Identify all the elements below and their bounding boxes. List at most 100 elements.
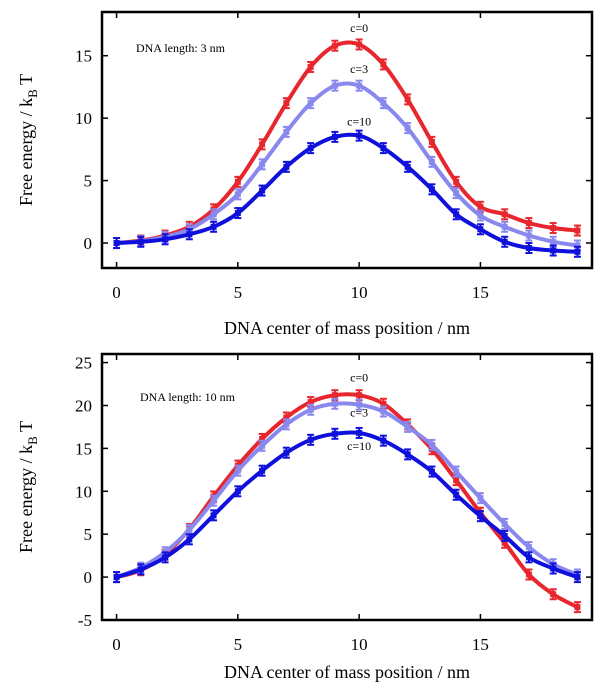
chart-panel-bottom: 0 5 10 15 -5 0 5 10 15 20 25 c=0 c=3 c=10 DNA length…	[16, 352, 594, 682]
data-point	[452, 465, 460, 478]
x-axis-title: DNA center of mass position / nm	[224, 318, 470, 338]
data-point	[379, 97, 387, 110]
data-point	[258, 464, 266, 477]
data-point	[331, 397, 339, 410]
series-label: c=0	[350, 370, 368, 384]
data-point	[307, 433, 315, 446]
data-point	[210, 494, 218, 507]
y-axis-title-main: Free energy / k	[16, 445, 36, 553]
data-point	[234, 175, 242, 188]
series-line	[116, 132, 578, 254]
y-tick-label: 0	[84, 568, 93, 587]
data-point	[258, 184, 266, 197]
annotation-dna-length: DNA length: 10 nm	[140, 390, 236, 404]
y-tick-label: 10	[75, 109, 92, 128]
data-point	[501, 235, 509, 248]
data-point	[258, 138, 266, 151]
data-point	[137, 235, 145, 248]
data-point	[525, 217, 533, 230]
series-line	[115, 401, 579, 579]
data-point	[307, 403, 315, 416]
series-line	[116, 40, 578, 245]
data-point	[234, 485, 242, 498]
y-tick-label: 0	[84, 234, 93, 253]
data-point	[331, 39, 339, 52]
data-point	[185, 228, 193, 241]
data-point	[452, 187, 460, 200]
annotation-dna-length: DNA length: 3 nm	[136, 41, 226, 55]
data-point	[573, 601, 581, 614]
x-tick-label: 15	[472, 635, 489, 654]
series-label: c=3	[350, 62, 368, 76]
series-c-3	[113, 397, 581, 584]
y-axis-title: Free energy / kB T	[16, 74, 40, 206]
data-point	[573, 245, 581, 258]
data-point	[428, 155, 436, 168]
y-tick-label: 15	[75, 47, 92, 66]
data-point	[137, 563, 145, 576]
data-point	[258, 158, 266, 171]
series-line	[115, 430, 579, 580]
x-tick-label: 0	[112, 283, 121, 302]
data-point	[113, 571, 121, 584]
data-point	[501, 220, 509, 233]
data-point	[573, 224, 581, 237]
data-point	[331, 130, 339, 143]
data-point	[476, 492, 484, 505]
data-point	[476, 510, 484, 523]
series-c-10	[113, 129, 581, 258]
y-axis-title-subscript: B	[25, 436, 40, 445]
plot-frame	[100, 352, 594, 622]
data-point	[428, 135, 436, 148]
y-tick-label: 5	[84, 172, 93, 191]
series-label: c=10	[347, 115, 371, 129]
data-point	[525, 551, 533, 564]
series-c-0	[113, 38, 581, 250]
data-point	[355, 398, 363, 411]
x-tick-label: 5	[234, 635, 243, 654]
series-c-10	[113, 426, 581, 584]
data-point	[379, 434, 387, 447]
data-point	[525, 242, 533, 255]
data-point	[501, 517, 509, 530]
data-point	[573, 571, 581, 584]
data-point	[282, 125, 290, 138]
data-point	[185, 533, 193, 546]
y-tick-label: 15	[75, 439, 92, 458]
data-point	[282, 160, 290, 173]
y-tick-label: -5	[78, 611, 92, 630]
series-label: c=10	[347, 439, 371, 453]
data-point	[307, 97, 315, 110]
data-point	[525, 229, 533, 242]
data-point	[355, 129, 363, 142]
data-point	[282, 446, 290, 459]
data-point	[404, 93, 412, 106]
data-point	[234, 464, 242, 477]
data-point	[355, 79, 363, 92]
data-point	[355, 426, 363, 439]
data-point	[404, 122, 412, 135]
data-point	[379, 405, 387, 418]
x-tick-label: 0	[112, 635, 121, 654]
chart-panel-top: 0 5 10 15 0 5 10 15 c=0 c=3 c=10 DNA length: 3 nm…	[16, 10, 594, 338]
data-point	[476, 209, 484, 222]
data-point	[404, 160, 412, 173]
data-point	[379, 142, 387, 155]
series-label: c=0	[350, 21, 368, 35]
data-point	[234, 188, 242, 201]
data-point	[452, 208, 460, 221]
data-point	[549, 588, 557, 601]
data-point	[549, 562, 557, 575]
data-point	[428, 465, 436, 478]
series-line	[116, 81, 578, 248]
y-tick-label: 20	[75, 396, 92, 415]
x-axis-title: DNA center of mass position / nm	[224, 662, 470, 682]
series-label: c=3	[350, 406, 368, 420]
data-point	[549, 222, 557, 235]
data-point	[379, 58, 387, 71]
data-point	[258, 439, 266, 452]
data-point	[525, 568, 533, 581]
data-point	[452, 488, 460, 501]
y-tick-label: 25	[75, 354, 92, 373]
